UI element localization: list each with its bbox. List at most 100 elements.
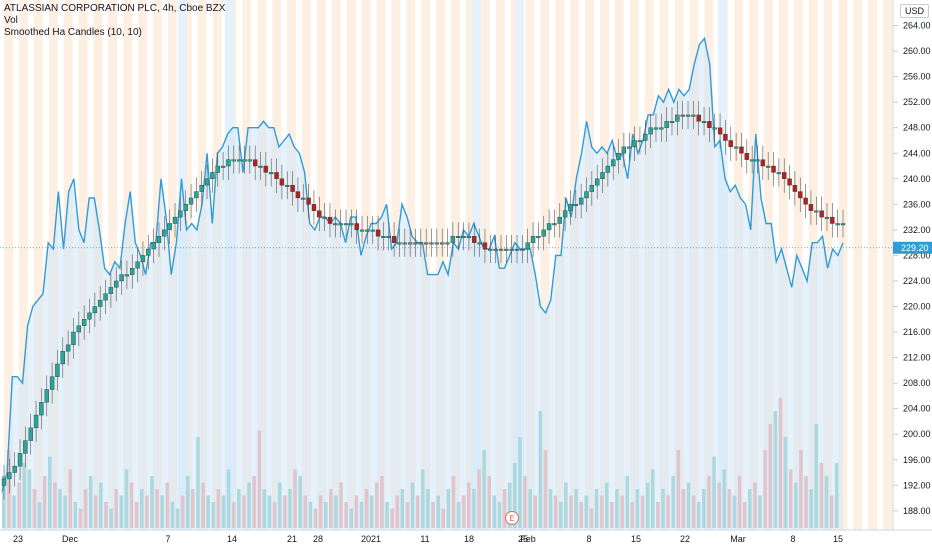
ha-candle-body [514,248,520,251]
ha-candle-body [279,178,285,186]
ha-candle-body [723,133,728,141]
x-tick-label: 14 [227,534,237,544]
x-tick-label: 21 [287,534,297,544]
ha-candle-body [60,351,65,365]
symbol-title[interactable]: ATLASSIAN CORPORATION PLC, 4h, Cboe BZX [4,3,226,14]
x-tick-label: Dec [62,534,79,544]
ha-candle-body [830,216,835,224]
session-stripe [18,0,28,530]
ha-candle-body [530,236,536,243]
ha-candle-body [808,204,814,211]
x-tick-label: 15 [631,534,641,544]
ha-candle-body [156,236,162,243]
ha-candle-body [728,140,733,148]
ha-candle-body [525,242,530,250]
chart-legend: ATLASSIAN CORPORATION PLC, 4h, Cboe BZX … [4,3,225,39]
x-tick-label: Mar [730,534,746,544]
ha-candle-body [659,127,664,130]
ha-candle-body [600,172,605,179]
ha-candle-body [135,261,140,269]
session-stripe [540,0,550,530]
ha-candle-body [28,427,33,441]
ha-candle-body [268,172,274,175]
ha-candle-body [354,223,359,231]
ha-candle-body [466,236,472,238]
ha-candle-body [242,159,247,162]
ha-candle-body [509,248,514,251]
ha-candle-body [418,242,424,245]
session-stripe [4,0,13,530]
ha-candle-body [803,197,808,205]
ha-candle-body [140,255,146,263]
ha-candle-body [71,331,76,346]
ha-candle-body [55,363,60,377]
ha-candle-body [578,197,584,205]
x-tick-label: 8 [586,534,591,544]
ha-candle-body [552,223,557,226]
last-price-label: 229.20 [901,243,929,253]
session-stripe [868,0,878,530]
ha-candle-body [520,248,525,251]
ha-candle-body [146,248,151,256]
x-tick-label: 11 [420,534,429,544]
y-tick-label: 188.00 [903,506,931,516]
ha-candle-body [423,242,429,245]
y-tick-label: 204.00 [903,404,931,414]
ha-candle-body [81,319,87,326]
y-tick-label: 256.00 [903,72,931,82]
ha-candle-body [124,274,130,277]
ha-candle-body [301,197,306,200]
ha-candle-body [445,242,450,245]
ha-candle-body [675,114,680,122]
ha-candle-body [49,376,55,390]
y-tick-label: 228.00 [903,250,931,260]
ha-candle-body [365,229,370,232]
ha-candle-body [669,121,675,124]
y-tick-label: 252.00 [903,97,931,107]
ha-candle-body [114,280,119,288]
y-tick-label: 220.00 [903,302,931,312]
ha-candle-body [616,153,621,160]
ha-candle-body [119,274,124,282]
y-tick-label: 232.00 [903,225,931,235]
ha-candle-body [258,165,263,168]
ha-candle-body [643,133,648,141]
ha-candle-body [594,178,600,186]
smoothed-ha-indicator-label[interactable]: Smoothed Ha Candles (10, 10) [4,27,142,38]
ha-candle-body [557,216,562,224]
y-tick-label: 200.00 [903,429,931,439]
earnings-badge-icon [505,511,519,525]
ha-candle-body [194,191,199,199]
ha-candle-body [749,159,755,162]
ha-candle-body [450,236,456,243]
ha-candle-body [584,191,589,199]
ha-candle-body [627,146,632,149]
ha-candle-body [621,146,627,154]
ha-candle-body [456,236,461,238]
volume-indicator-label[interactable]: Vol [4,15,18,26]
ha-candle-body [247,159,253,162]
y-tick-label: 196.00 [903,455,931,465]
x-tick-label: Feb [520,534,536,544]
ha-candle-body [130,267,135,275]
ha-candle-body [39,402,44,416]
ha-candle-body [285,184,290,187]
ha-candle-body [162,229,167,237]
ha-candle-body [338,223,343,226]
ha-candle-body [504,248,509,251]
currency-button[interactable]: USD [899,4,929,18]
ha-candle-body [664,121,669,128]
ha-candle-body [712,127,717,130]
ha-candle-body [1,478,7,486]
x-tick-label: 23 [13,534,23,544]
last-price-tag [893,241,932,254]
session-stripe [883,0,893,530]
ha-candle-body [429,242,434,245]
ha-candle-body [76,325,82,333]
ha-candle-body [172,216,178,224]
ha-candle-body [541,229,546,237]
ha-candle-body [498,248,504,251]
ha-candle-body [701,121,707,124]
y-tick-label: 192.00 [903,480,931,490]
